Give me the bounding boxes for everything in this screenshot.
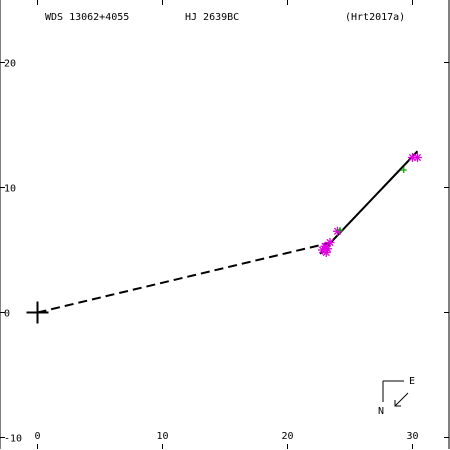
x-tick-label: 30 bbox=[406, 431, 418, 442]
observation-point bbox=[325, 238, 335, 247]
observation-point bbox=[321, 248, 331, 257]
observation-point bbox=[333, 226, 342, 236]
observation-point bbox=[413, 153, 422, 162]
compass: E N bbox=[378, 376, 415, 417]
header-ref: (Hrt2017a) bbox=[345, 12, 405, 23]
other-point bbox=[400, 167, 407, 173]
x-tick-label: 0 bbox=[34, 431, 40, 442]
header-pair: HJ 2639BC bbox=[185, 12, 239, 23]
orbit-line bbox=[319, 150, 419, 255]
other-point bbox=[337, 227, 343, 233]
orbit-lines bbox=[26, 150, 419, 324]
header-wds: WDS 13062+4055 bbox=[45, 12, 129, 23]
observation-points bbox=[318, 153, 422, 257]
dashed-line bbox=[37, 241, 332, 314]
x-tick-label: 20 bbox=[281, 431, 293, 442]
y-tick-label: 10 bbox=[4, 184, 16, 195]
compass-arrow-shaft bbox=[394, 392, 409, 407]
y-tick-label: 20 bbox=[4, 59, 16, 70]
compass-east-label: E bbox=[409, 376, 415, 387]
y-tick-label: -10 bbox=[4, 434, 22, 445]
y-tick-label: 0 bbox=[4, 309, 10, 320]
compass-arrow-head-icon bbox=[394, 400, 401, 407]
x-tick-label: 10 bbox=[156, 431, 168, 442]
compass-north-label: N bbox=[378, 406, 384, 417]
